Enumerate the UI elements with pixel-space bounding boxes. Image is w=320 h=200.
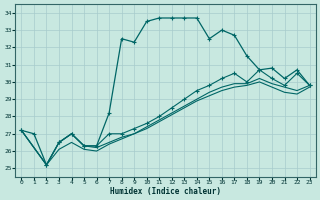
X-axis label: Humidex (Indice chaleur): Humidex (Indice chaleur) (110, 187, 221, 196)
